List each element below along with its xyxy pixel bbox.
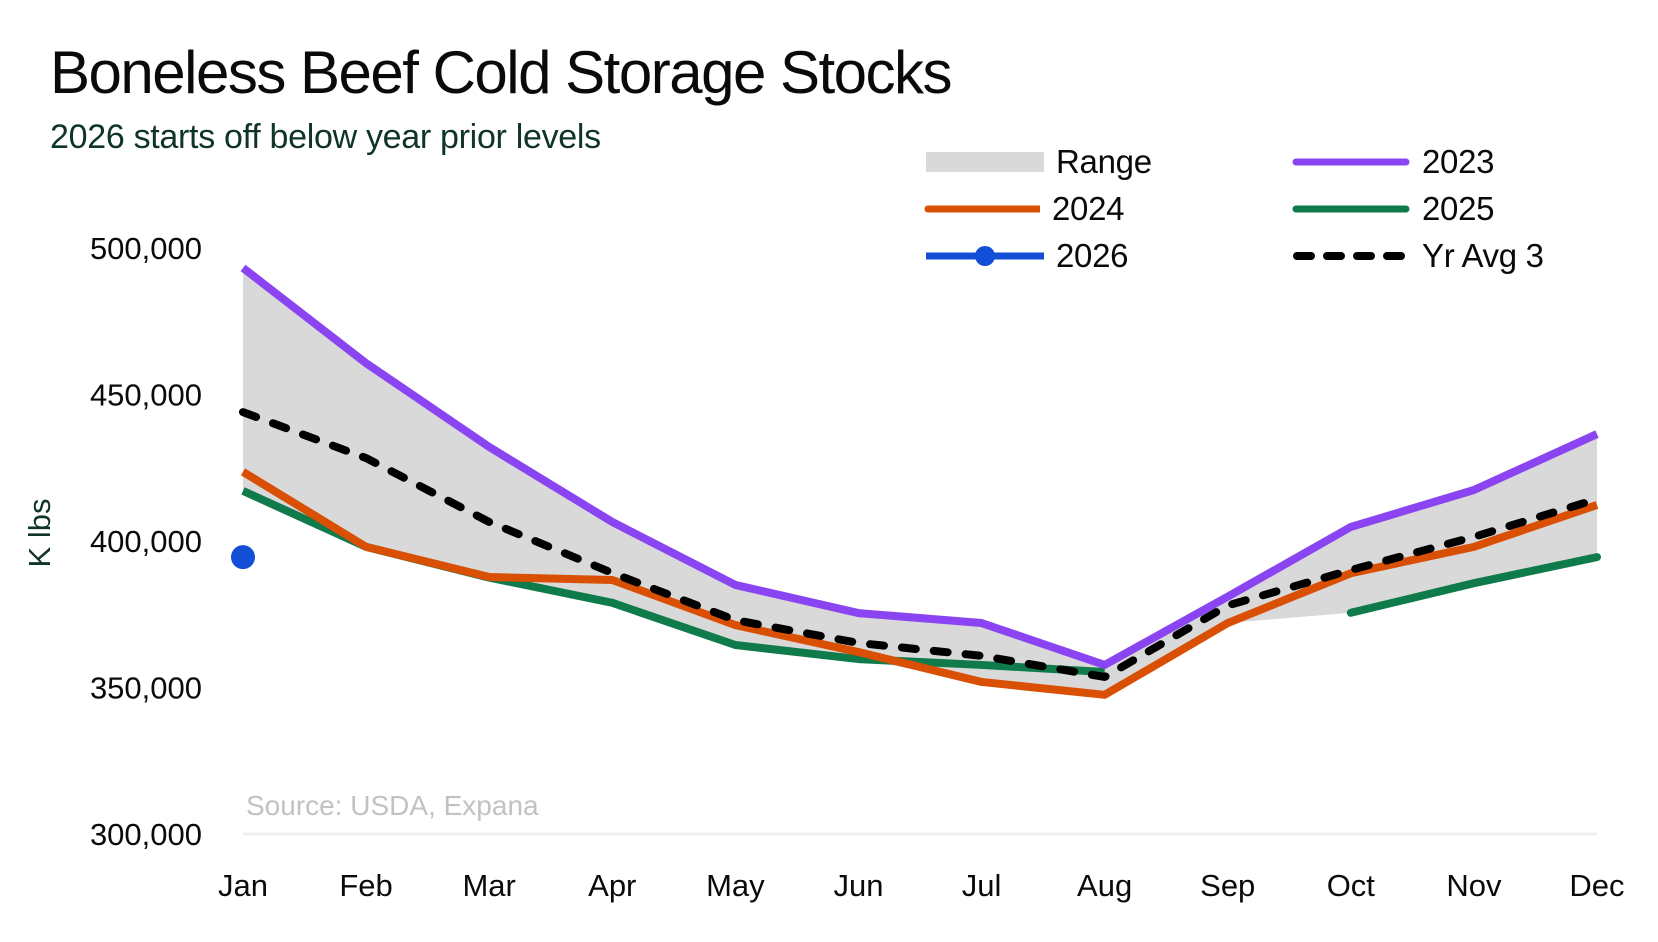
x-tick-label: Mar [462, 868, 515, 903]
legend-label-2023: 2023 [1422, 143, 1495, 180]
y-tick-label: 300,000 [90, 817, 202, 852]
legend-label-2026: 2026 [1056, 237, 1129, 274]
y-axis-title: K lbs [22, 499, 57, 568]
x-tick-label: Feb [339, 868, 392, 903]
legend-swatch-range [926, 152, 1044, 172]
legend-item-avg3[interactable]: Yr Avg 3 [1292, 236, 1544, 276]
legend-item-2025[interactable]: 2025 [1292, 189, 1495, 229]
x-tick-label: Sep [1200, 868, 1255, 903]
legend-swatch-2026 [926, 246, 1044, 266]
legend-item-range[interactable]: Range [926, 142, 1152, 182]
y-tick-label: 500,000 [90, 231, 202, 266]
series-y2023 [240, 264, 1599, 669]
range-area-layer [243, 267, 1597, 695]
y-axis-ticks: 300,000 350,000 400,000 450,000 500,000 [90, 231, 202, 852]
source-note: Source: USDA, Expana [246, 790, 539, 821]
x-tick-label: Apr [588, 868, 636, 903]
series-point-y2026[interactable] [231, 545, 255, 570]
x-tick-label: Nov [1446, 868, 1502, 903]
series-y2026 [231, 545, 255, 570]
legend-item-2026[interactable]: 2026 [926, 236, 1129, 276]
x-tick-label: Jan [218, 868, 268, 903]
series-layer [231, 264, 1601, 699]
series-line-y2025[interactable] [1346, 553, 1601, 617]
legend-swatch-2025 [1292, 205, 1410, 213]
legend-swatch-avg3 [1293, 252, 1410, 260]
legend-label-range: Range [1056, 143, 1152, 180]
range-area [243, 267, 1597, 695]
series-line-y2024[interactable] [240, 468, 1599, 699]
series-line-y2023[interactable] [240, 264, 1599, 669]
x-tick-label: Dec [1569, 868, 1624, 903]
legend-label-2024: 2024 [1052, 190, 1125, 227]
legend-item-2024[interactable]: 2024 [922, 189, 1125, 229]
chart-subtitle: 2026 starts off below year prior levels [50, 118, 601, 156]
chart-legend: Range 2023 2024 2025 2026 Yr Avg 3 [0, 0, 1658, 300]
x-tick-label: Aug [1077, 868, 1132, 903]
legend-swatch-2024 [924, 205, 1040, 213]
x-tick-label: Jun [833, 868, 883, 903]
series-y2024 [240, 468, 1599, 699]
y-tick-label: 400,000 [90, 524, 202, 559]
chart-title: Boneless Beef Cold Storage Stocks [50, 39, 953, 106]
x-axis-ticks: Jan Feb Mar Apr May Jun Jul Aug Sep Oct Nov Dec [218, 868, 1625, 903]
x-tick-label: Oct [1327, 868, 1376, 903]
legend-swatch-2023 [1292, 158, 1410, 166]
y-tick-label: 450,000 [90, 378, 202, 413]
x-tick-label: May [706, 868, 765, 903]
series-avg3 [239, 408, 1601, 681]
x-tick-label: Jul [962, 868, 1002, 903]
y-tick-label: 350,000 [90, 671, 202, 706]
series-line-avg3[interactable] [239, 408, 1601, 681]
legend-label-2025: 2025 [1422, 190, 1495, 227]
legend-item-2023[interactable]: 2023 [1292, 142, 1495, 182]
legend-label-avg3: Yr Avg 3 [1422, 237, 1544, 274]
